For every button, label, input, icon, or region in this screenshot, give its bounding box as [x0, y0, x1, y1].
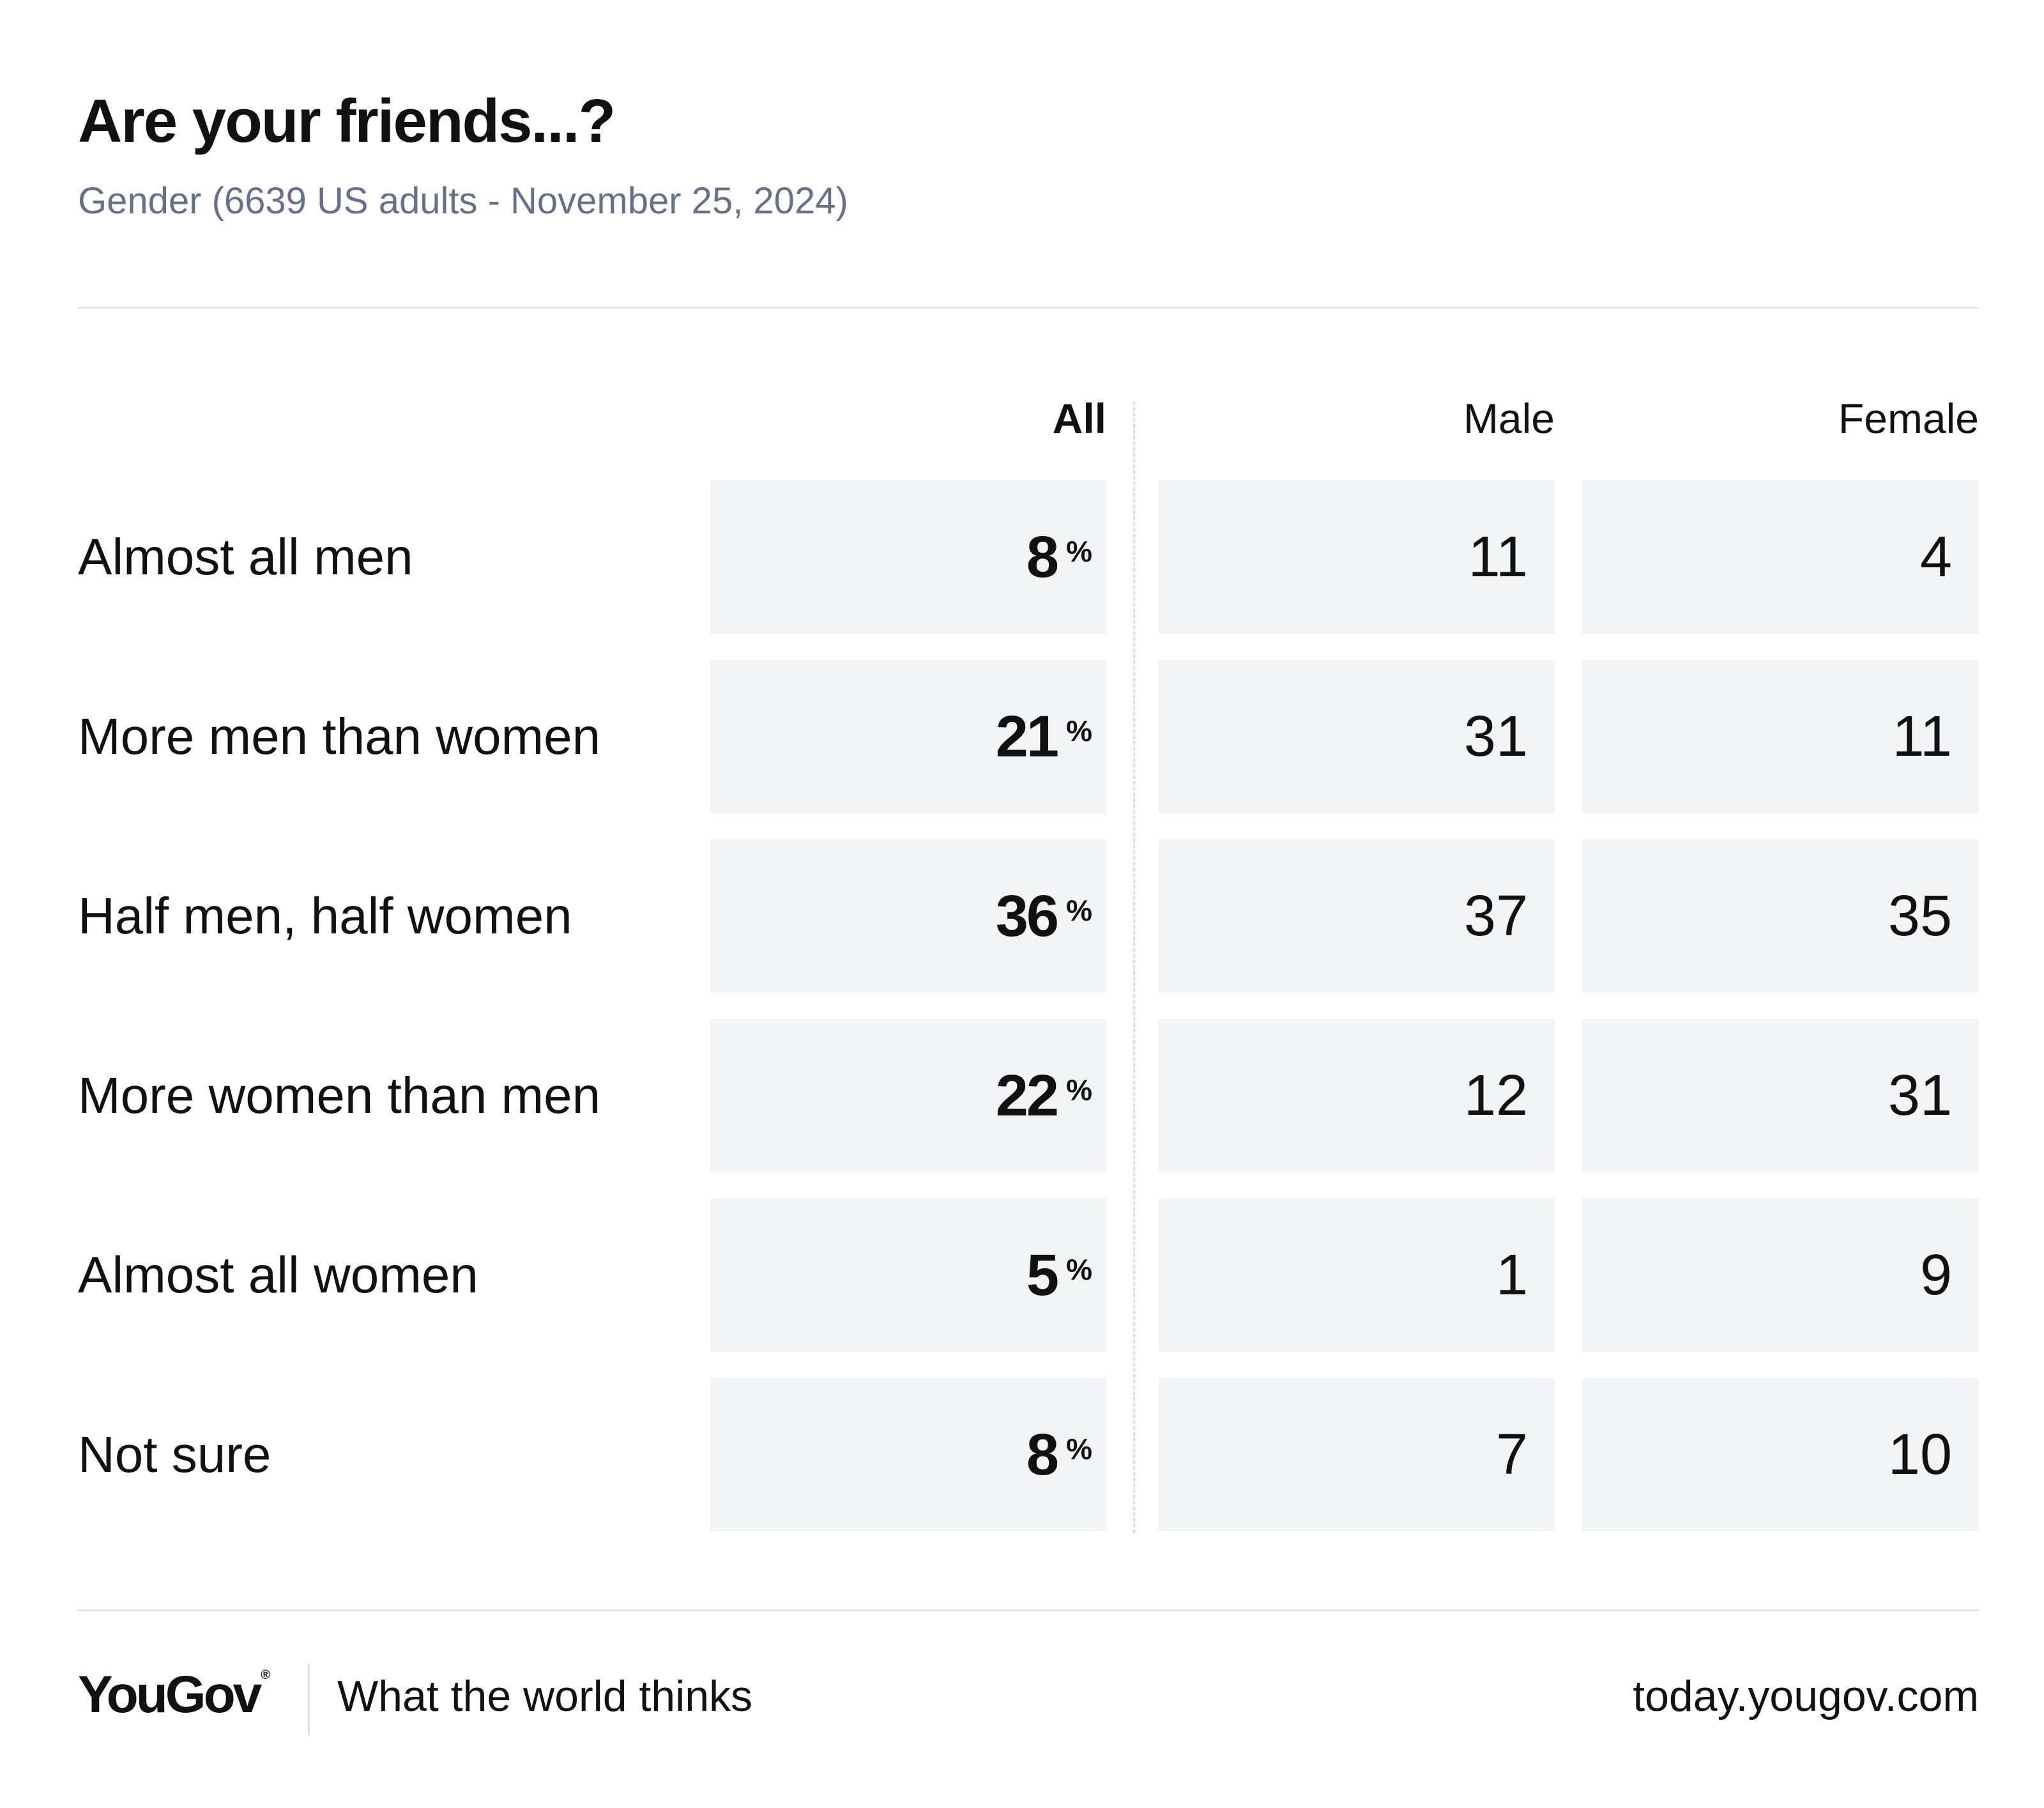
- footer-separator: [308, 1664, 310, 1735]
- percent-sign: %: [1066, 535, 1092, 568]
- cell-all-value: 36: [995, 884, 1059, 949]
- cell-all-value: 8: [1026, 1422, 1059, 1487]
- column-header-all: All: [1052, 395, 1106, 442]
- percent-sign: %: [1066, 1253, 1092, 1286]
- table-row: More women than men 22% 12 31: [0, 1019, 2044, 1172]
- cell-male-value: 11: [1159, 480, 1555, 634]
- cell-all: 5%: [710, 1199, 1106, 1352]
- cell-all-value: 21: [995, 704, 1059, 769]
- yougov-logo: YouGov ®: [78, 1669, 270, 1721]
- cell-female-value: 10: [1582, 1378, 1979, 1531]
- percent-sign: %: [1066, 894, 1092, 927]
- cell-male-value: 1: [1159, 1199, 1555, 1352]
- cell-all: 36%: [710, 839, 1106, 993]
- cell-all-value: 5: [1026, 1243, 1059, 1308]
- column-header-female: Female: [1838, 395, 1979, 442]
- top-divider: [78, 307, 1979, 309]
- table-row: Almost all men 8% 11 4: [0, 480, 2044, 634]
- table-row: Half men, half women 36% 37 35: [0, 839, 2044, 993]
- cell-female-value: 35: [1582, 839, 1979, 993]
- cell-all: 8%: [710, 1378, 1106, 1531]
- percent-sign: %: [1066, 714, 1092, 747]
- logo-text: YouGov: [78, 1666, 262, 1724]
- cell-male-value: 37: [1159, 839, 1555, 993]
- table-row: Almost all women 5% 1 9: [0, 1199, 2044, 1352]
- cell-all: 21%: [710, 660, 1106, 813]
- table-row: Not sure 8% 7 10: [0, 1378, 2044, 1531]
- row-label: More women than men: [78, 1067, 601, 1124]
- row-label: Not sure: [78, 1426, 271, 1483]
- cell-female-value: 31: [1582, 1019, 1979, 1172]
- chart-subtitle: Gender (6639 US adults - November 25, 20…: [78, 180, 848, 222]
- cell-female-value: 9: [1582, 1199, 1979, 1352]
- cell-male-value: 7: [1159, 1378, 1555, 1531]
- row-label: More men than women: [78, 708, 601, 765]
- row-label: Half men, half women: [78, 887, 572, 944]
- cell-all: 8%: [710, 480, 1106, 634]
- footer-url: today.yougov.com: [1633, 1672, 1979, 1720]
- registered-mark: ®: [261, 1668, 271, 1682]
- percent-sign: %: [1066, 1073, 1092, 1107]
- cell-all: 22%: [710, 1019, 1106, 1172]
- column-divider: [1133, 401, 1135, 1533]
- percent-sign: %: [1066, 1432, 1092, 1466]
- cell-female-value: 11: [1582, 660, 1979, 813]
- row-label: Almost all women: [78, 1246, 478, 1303]
- footer-tagline: What the world thinks: [337, 1672, 753, 1720]
- bottom-divider: [78, 1609, 1979, 1611]
- cell-all-value: 22: [995, 1063, 1059, 1128]
- chart-title: Are your friends...?: [78, 87, 616, 155]
- table-row: More men than women 21% 31 11: [0, 660, 2044, 813]
- cell-male-value: 31: [1159, 660, 1555, 813]
- cell-female-value: 4: [1582, 480, 1979, 634]
- cell-male-value: 12: [1159, 1019, 1555, 1172]
- row-label: Almost all men: [78, 528, 413, 585]
- cell-all-value: 8: [1026, 525, 1059, 590]
- column-header-male: Male: [1463, 395, 1555, 442]
